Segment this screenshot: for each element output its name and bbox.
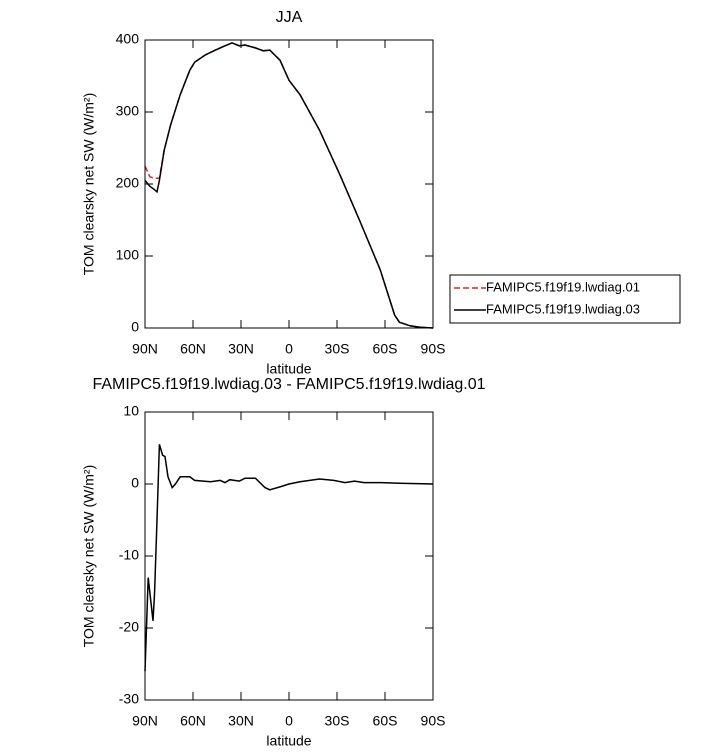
y-tick-label: 0 [131, 319, 139, 335]
legend-label: FAMIPC5.f19f19.lwdiag.03 [486, 301, 640, 316]
x-tick-label: 30N [228, 713, 254, 729]
y-tick-label: 100 [116, 247, 140, 263]
x-tick-label: 60S [373, 341, 398, 357]
x-axis-label: latitude [266, 361, 311, 377]
y-tick-label: 200 [116, 175, 140, 191]
data-line [144, 42, 434, 329]
y-axis-label: TOM clearsky net SW (W/m²) [81, 93, 97, 276]
legend-box [449, 274, 681, 324]
data-line [144, 42, 434, 329]
x-tick-label: 30N [228, 341, 254, 357]
x-tick-label: 60S [373, 713, 398, 729]
x-tick-label: 90N [132, 341, 158, 357]
chart-title: JJA [276, 9, 303, 26]
x-tick-label: 60N [180, 341, 206, 357]
x-tick-label: 90S [421, 713, 446, 729]
x-tick-label: 30S [325, 713, 350, 729]
x-tick-label: 0 [285, 341, 293, 357]
data-line [144, 444, 434, 672]
x-tick-label: 90N [132, 713, 158, 729]
chart-title: FAMIPC5.f19f19.lwdiag.03 - FAMIPC5.f19f1… [92, 376, 485, 393]
y-tick-label: 0 [131, 475, 139, 491]
y-tick-label: 10 [123, 403, 139, 419]
x-axis-label: latitude [266, 733, 311, 749]
x-tick-label: 60N [180, 713, 206, 729]
x-tick-label: 90S [421, 341, 446, 357]
x-tick-label: 30S [325, 341, 350, 357]
legend-label: FAMIPC5.f19f19.lwdiag.01 [486, 279, 640, 294]
y-axis-label: TOM clearsky net SW (W/m²) [81, 465, 97, 648]
y-tick-label: -30 [119, 691, 139, 707]
y-tick-label: -20 [119, 619, 139, 635]
y-tick-label: -10 [119, 547, 139, 563]
plot-frame [144, 39, 434, 329]
y-tick-label: 400 [116, 31, 140, 47]
plot-frame [144, 411, 434, 701]
x-tick-label: 0 [285, 713, 293, 729]
y-tick-label: 300 [116, 103, 140, 119]
